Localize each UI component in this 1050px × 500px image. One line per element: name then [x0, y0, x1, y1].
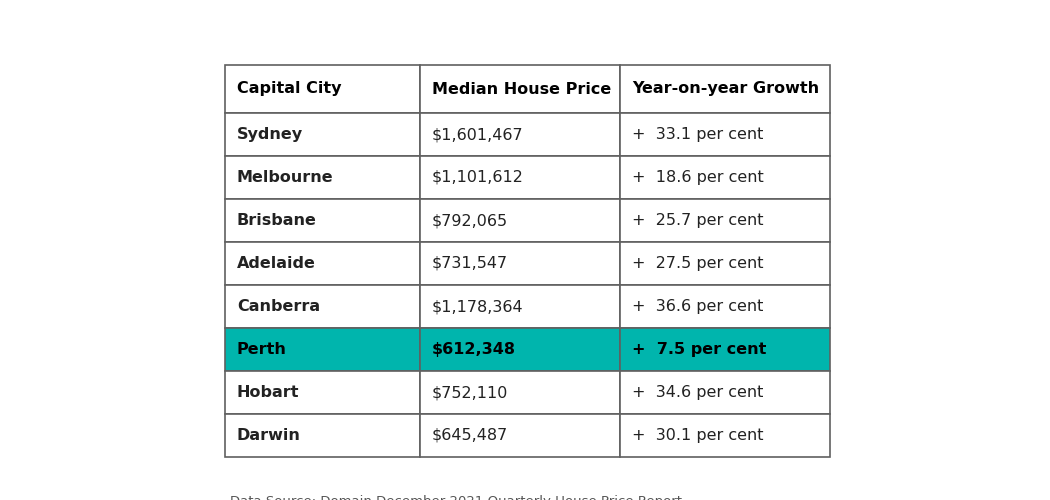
Text: $792,065: $792,065 — [432, 213, 508, 228]
Text: Canberra: Canberra — [237, 299, 320, 314]
Text: +  18.6 per cent: + 18.6 per cent — [632, 170, 763, 185]
Bar — [620, 285, 830, 328]
Text: +  36.6 per cent: + 36.6 per cent — [632, 299, 763, 314]
Bar — [620, 65, 830, 113]
Text: $1,178,364: $1,178,364 — [432, 299, 524, 314]
Text: +  30.1 per cent: + 30.1 per cent — [632, 428, 763, 443]
Bar — [420, 156, 620, 199]
Text: $612,348: $612,348 — [432, 342, 516, 357]
Text: Data Source: Domain December 2021 Quarterly House Price Report: Data Source: Domain December 2021 Quarte… — [230, 495, 682, 500]
Text: +  27.5 per cent: + 27.5 per cent — [632, 256, 763, 271]
Text: Median House Price: Median House Price — [432, 82, 611, 96]
Text: $1,601,467: $1,601,467 — [432, 127, 524, 142]
Text: $752,110: $752,110 — [432, 385, 508, 400]
Text: +  33.1 per cent: + 33.1 per cent — [632, 127, 763, 142]
Bar — [420, 285, 620, 328]
Text: $1,101,612: $1,101,612 — [432, 170, 524, 185]
Text: Hobart: Hobart — [237, 385, 299, 400]
Text: Adelaide: Adelaide — [237, 256, 316, 271]
Bar — [225, 328, 420, 371]
Bar — [420, 113, 620, 156]
Text: $645,487: $645,487 — [432, 428, 508, 443]
Bar — [225, 285, 420, 328]
Text: +  34.6 per cent: + 34.6 per cent — [632, 385, 763, 400]
Bar — [620, 414, 830, 457]
Text: Sydney: Sydney — [237, 127, 303, 142]
Bar — [620, 199, 830, 242]
Bar — [225, 242, 420, 285]
Bar — [620, 113, 830, 156]
Text: Perth: Perth — [237, 342, 287, 357]
Bar — [225, 414, 420, 457]
Bar — [420, 65, 620, 113]
Text: +  25.7 per cent: + 25.7 per cent — [632, 213, 763, 228]
Bar — [225, 113, 420, 156]
Bar — [420, 242, 620, 285]
Bar — [620, 242, 830, 285]
Bar — [620, 156, 830, 199]
Bar — [225, 199, 420, 242]
Text: $731,547: $731,547 — [432, 256, 508, 271]
Text: Melbourne: Melbourne — [237, 170, 334, 185]
Text: Year-on-year Growth: Year-on-year Growth — [632, 82, 819, 96]
Bar — [225, 371, 420, 414]
Bar — [420, 199, 620, 242]
Text: Darwin: Darwin — [237, 428, 301, 443]
Bar — [420, 371, 620, 414]
Bar — [420, 414, 620, 457]
Bar — [420, 328, 620, 371]
Text: Capital City: Capital City — [237, 82, 341, 96]
Bar — [225, 156, 420, 199]
Bar — [620, 328, 830, 371]
Bar — [620, 371, 830, 414]
Bar — [225, 65, 420, 113]
Text: +  7.5 per cent: + 7.5 per cent — [632, 342, 766, 357]
Text: Brisbane: Brisbane — [237, 213, 317, 228]
